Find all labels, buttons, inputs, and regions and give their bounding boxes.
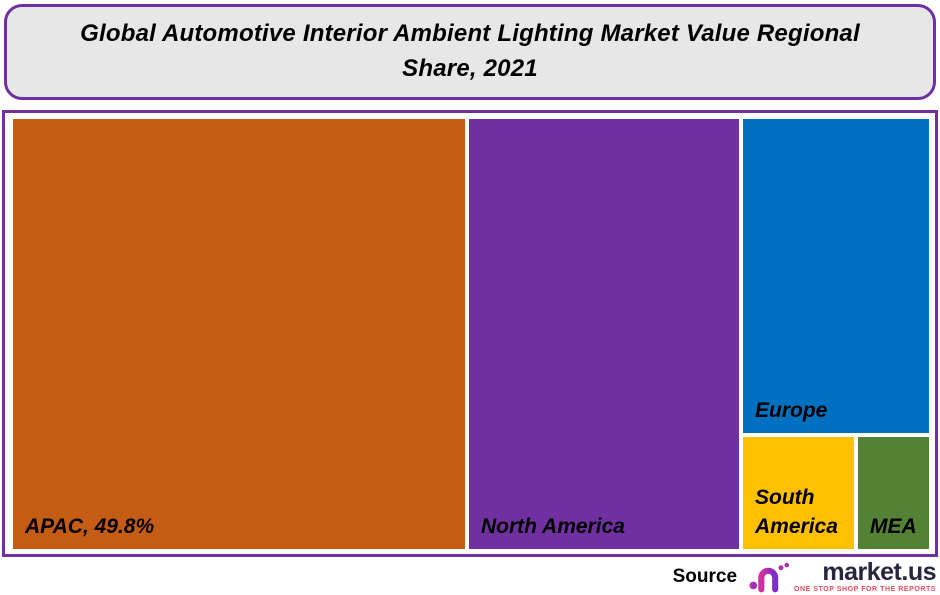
chart-title-box: Global Automotive Interior Ambient Light… [4, 4, 936, 100]
treemap-label-north-america: North America [481, 514, 625, 538]
treemap-label-europe: Europe [755, 398, 828, 422]
chart-title-line1: Global Automotive Interior Ambient Light… [80, 20, 860, 48]
marketus-logo-text: market.us [822, 558, 936, 586]
treemap-cell-south-america: South America [743, 437, 854, 549]
treemap-cell-mea: MEA [858, 437, 929, 549]
marketus-logo-tagline: ONE STOP SHOP FOR THE REPORTS [794, 586, 936, 593]
treemap-bottom-row: South America MEA [743, 437, 929, 549]
chart-title: Global Automotive Interior Ambient Light… [80, 17, 860, 87]
chart-title-line2: Share, 2021 [402, 55, 538, 82]
treemap-cell-north-america: North America [469, 119, 739, 549]
treemap-label-apac: APAC, 49.8% [25, 514, 155, 538]
marketus-logo: market.us ONE STOP SHOP FOR THE REPORTS [749, 560, 936, 593]
treemap-label-mea: MEA [870, 514, 917, 538]
marketus-logo-icon [749, 562, 790, 592]
treemap-right-column: Europe South America MEA [743, 119, 929, 549]
source-footer: Source market.us ONE STOP SHOP FOR THE [0, 558, 937, 595]
treemap-label-south-america: South America [755, 486, 838, 538]
chart-plot-area: APAC, 49.8% North America Europe South A… [2, 110, 938, 557]
treemap: APAC, 49.8% North America Europe South A… [13, 119, 929, 549]
treemap-cell-apac: APAC, 49.8% [13, 119, 465, 549]
treemap-cell-europe: Europe [743, 119, 929, 433]
source-label: Source [672, 565, 738, 587]
marketus-logo-text-group: market.us ONE STOP SHOP FOR THE REPORTS [794, 558, 936, 594]
